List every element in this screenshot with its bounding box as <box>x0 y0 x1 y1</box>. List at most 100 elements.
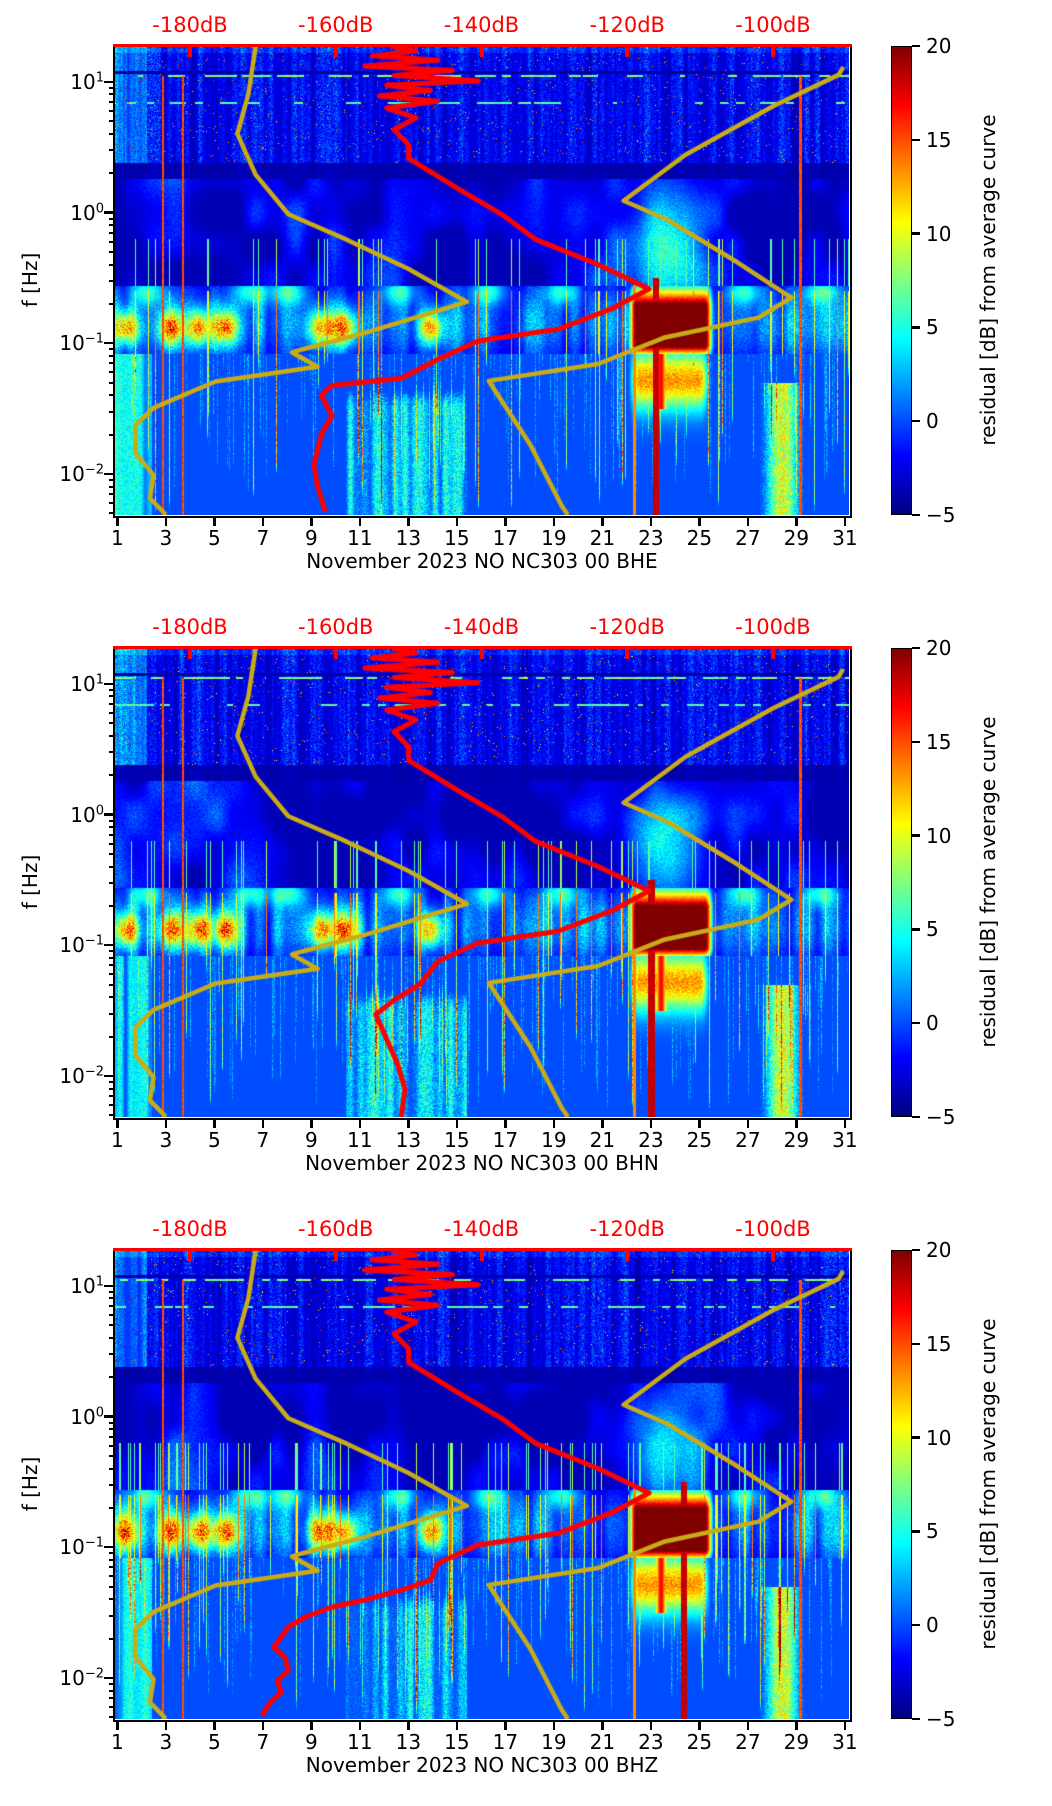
x-tick <box>504 1119 507 1128</box>
x-tick <box>552 1119 556 1128</box>
y-tick <box>104 80 115 84</box>
colorbar-tick-label: 5 <box>926 315 939 340</box>
x-tick-label: 13 <box>395 1730 422 1754</box>
top-axis-spine-red <box>112 43 852 47</box>
top-db-tick-label: -100dB <box>735 615 811 639</box>
y-minor-tick <box>109 217 115 220</box>
y-tick-label: 10−1 <box>59 933 104 958</box>
y-minor-tick <box>109 1689 115 1692</box>
top-db-tick <box>479 47 484 57</box>
panel-title: November 2023 NO NC303 00 BHE <box>306 549 658 573</box>
y-minor-tick <box>109 109 115 112</box>
x-tick <box>698 1721 701 1730</box>
x-tick-label: 11 <box>347 1730 373 1754</box>
top-db-tick <box>188 47 192 57</box>
y-minor-tick <box>109 120 115 123</box>
x-tick <box>310 1721 313 1730</box>
y-minor-tick <box>109 950 115 953</box>
x-tick-label: 9 <box>305 526 318 550</box>
colorbar-tick-label: 5 <box>926 1519 939 1544</box>
y-tick <box>104 943 115 947</box>
x-tick <box>649 517 653 526</box>
y-minor-tick <box>109 964 115 967</box>
top-db-tick <box>771 47 775 57</box>
x-tick <box>746 1721 750 1730</box>
top-db-tick-label: -120dB <box>589 1217 665 1241</box>
y-minor-tick <box>109 1324 115 1327</box>
colorbar-tick <box>912 326 920 329</box>
colorbar <box>891 46 912 515</box>
y-minor-tick <box>109 751 115 754</box>
top-db-tick <box>188 1251 192 1261</box>
x-tick-label: 3 <box>159 526 173 550</box>
x-tick <box>213 517 216 526</box>
y-minor-tick <box>109 819 115 822</box>
x-tick <box>407 1721 410 1730</box>
y-minor-tick <box>109 734 115 737</box>
y-axis-label: f [Hz] <box>18 854 42 910</box>
y-minor-tick <box>109 1697 115 1700</box>
y-minor-tick <box>109 512 115 515</box>
x-tick <box>261 1721 265 1730</box>
y-minor-tick <box>109 1552 115 1555</box>
y-minor-tick <box>109 711 115 714</box>
colorbar-tick-label: 15 <box>926 729 952 754</box>
x-tick <box>698 517 701 526</box>
x-tick-label: 15 <box>444 526 470 550</box>
x-tick <box>116 1119 119 1128</box>
x-tick-label: 13 <box>395 526 422 550</box>
y-tick <box>104 1284 115 1288</box>
y-minor-tick <box>109 1353 115 1356</box>
x-tick-label: 11 <box>347 526 373 550</box>
y-minor-tick <box>109 1483 115 1486</box>
x-tick-label: 9 <box>305 1730 318 1754</box>
x-tick-label: 27 <box>735 1730 761 1754</box>
y-minor-tick <box>109 172 115 175</box>
y-minor-tick <box>109 1716 115 1719</box>
y-minor-tick <box>109 996 115 999</box>
y-minor-tick <box>109 263 115 266</box>
y-tick <box>104 682 115 686</box>
x-tick <box>843 517 847 526</box>
top-db-tick-label: -180dB <box>152 13 228 37</box>
y-minor-tick <box>109 279 115 282</box>
x-tick-label: 5 <box>208 1128 221 1152</box>
top-db-tick-label: -180dB <box>152 1217 228 1241</box>
colorbar-tick-label: −5 <box>926 1707 956 1731</box>
top-db-tick <box>188 649 192 659</box>
top-db-tick-label: -160dB <box>298 13 374 37</box>
spectrogram-panel-bhz: 1 3 5 7 9 11 13 15 17 19 21 23 25 27 29 31 101 100 10−1 10−… <box>0 1204 1052 1806</box>
y-minor-tick <box>109 1467 115 1470</box>
colorbar-label: residual [dB] from average curve <box>976 1318 1000 1650</box>
x-tick-label: 29 <box>783 526 810 550</box>
y-minor-tick <box>109 1336 115 1339</box>
x-tick <box>843 1119 847 1128</box>
colorbar-tick-label: 10 <box>926 1425 952 1450</box>
x-tick-label: 19 <box>541 1128 567 1152</box>
x-tick <box>358 517 362 526</box>
spectrogram-heatmap-bhe <box>115 46 849 515</box>
y-minor-tick <box>109 381 115 384</box>
y-tick <box>104 1545 115 1549</box>
y-minor-tick <box>109 973 115 976</box>
colorbar-tick <box>912 1115 920 1119</box>
y-minor-tick <box>109 1506 115 1509</box>
x-tick <box>795 1119 798 1128</box>
y-minor-tick <box>109 1682 115 1685</box>
x-tick-label: 23 <box>638 1128 664 1152</box>
colorbar <box>891 648 912 1117</box>
x-tick-label: 29 <box>783 1730 810 1754</box>
x-tick <box>601 1119 604 1128</box>
colorbar-tick-label: 5 <box>926 917 939 942</box>
x-tick-label: 11 <box>347 1128 373 1152</box>
y-minor-tick <box>109 354 115 357</box>
y-tick <box>104 813 115 816</box>
x-tick-label: 17 <box>492 526 519 550</box>
y-minor-tick <box>109 826 115 829</box>
y-minor-tick <box>109 101 115 104</box>
y-tick-label: 10−1 <box>59 331 104 356</box>
y-minor-tick <box>109 1103 115 1106</box>
y-minor-tick <box>109 1095 115 1098</box>
y-minor-tick <box>109 774 115 777</box>
y-minor-tick <box>109 1305 115 1308</box>
